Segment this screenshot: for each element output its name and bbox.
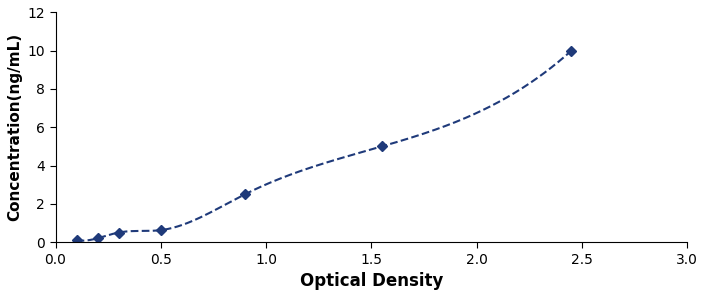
Y-axis label: Concentration(ng/mL): Concentration(ng/mL) <box>7 33 22 221</box>
X-axis label: Optical Density: Optical Density <box>300 272 443 290</box>
